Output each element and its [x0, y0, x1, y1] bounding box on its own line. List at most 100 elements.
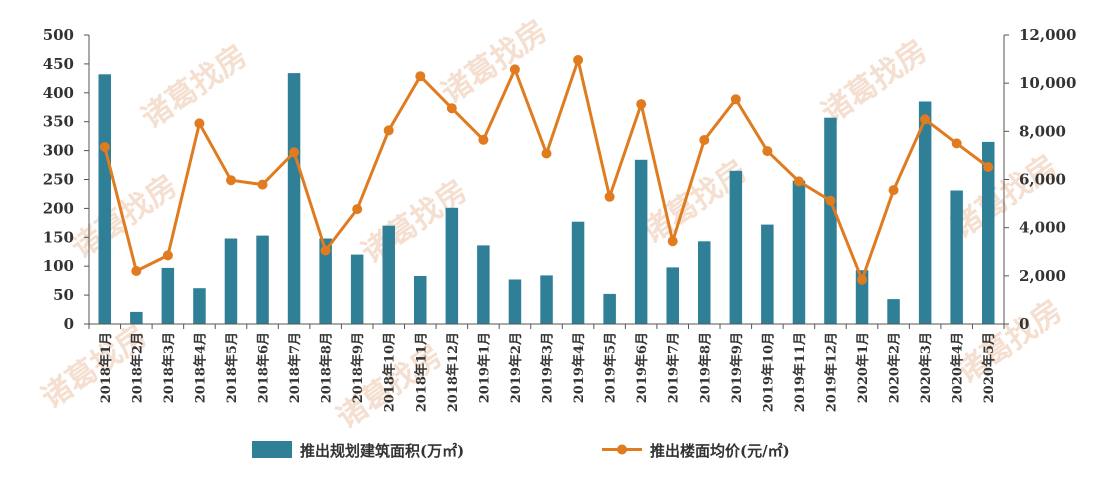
line-point — [667, 236, 678, 247]
y-left-tick-label: 150 — [43, 228, 74, 246]
legend: 推出规划建筑面积(万㎡) 推出楼面均价(元/㎡) — [252, 441, 790, 460]
line-point — [888, 185, 899, 196]
y-left-tick-label: 0 — [64, 315, 74, 333]
line-point — [573, 55, 584, 65]
x-tick-label: 2020年5月 — [981, 332, 997, 403]
line-point — [257, 179, 268, 190]
bar — [982, 141, 995, 324]
line-point — [951, 138, 962, 149]
bar — [414, 276, 427, 324]
watermark-text: 诸葛找房 — [435, 13, 553, 110]
x-tick-label: 2018年7月 — [287, 332, 303, 403]
x-tick-label: 2019年12月 — [823, 332, 839, 412]
y-right-tick-label: 10,000 — [1019, 74, 1076, 92]
y-left-tick-label: 450 — [43, 55, 74, 73]
y-right-tick-label: 4,000 — [1019, 219, 1066, 237]
y-right-tick-label: 12,000 — [1019, 26, 1076, 44]
x-tick-label: 2018年4月 — [192, 332, 208, 403]
y-left-tick-label: 250 — [43, 171, 74, 189]
line-point — [857, 274, 867, 285]
bar — [855, 270, 869, 324]
legend-line-marker — [617, 444, 627, 455]
bar — [382, 225, 395, 324]
watermark-text: 诸葛找房 — [950, 293, 1068, 390]
line-point — [162, 250, 173, 261]
bar — [445, 207, 459, 324]
y-right-tick-label: 8,000 — [1019, 122, 1066, 140]
x-tick-label: 2019年6月 — [634, 332, 650, 403]
x-tick-label: 2020年4月 — [950, 332, 966, 403]
line-point — [762, 146, 773, 157]
line-point — [415, 71, 426, 82]
line-point — [730, 94, 741, 105]
y-left-tick-label: 200 — [43, 199, 74, 217]
x-tick-label: 2019年1月 — [476, 332, 492, 403]
x-tick-label: 2020年1月 — [855, 332, 871, 403]
bar — [729, 170, 743, 324]
legend-bar-swatch — [252, 441, 292, 458]
line-point — [194, 118, 205, 129]
bar — [256, 235, 269, 324]
line-point — [825, 195, 836, 206]
y-right-tick-label: 0 — [1019, 315, 1029, 333]
x-tick-label: 2020年3月 — [918, 332, 934, 403]
line-point — [793, 176, 804, 187]
bar — [698, 241, 711, 324]
x-tick-label: 2019年2月 — [508, 332, 524, 403]
x-tick-label: 2018年12月 — [445, 332, 461, 412]
bar — [130, 311, 143, 324]
line-point — [604, 191, 615, 202]
bar — [350, 254, 364, 324]
line-point — [131, 266, 142, 276]
bar — [666, 267, 679, 324]
bar — [161, 267, 175, 324]
bar — [634, 159, 648, 324]
line-point — [383, 125, 394, 136]
bar — [950, 190, 963, 324]
line-point — [509, 64, 520, 75]
y-left-tick-label: 400 — [43, 84, 74, 102]
y-left-tick-label: 300 — [43, 142, 74, 160]
x-tick-label: 2018年2月 — [129, 332, 145, 403]
bar — [224, 238, 238, 324]
x-tick-label: 2018年3月 — [161, 332, 177, 403]
bar — [761, 224, 774, 324]
bar — [918, 101, 932, 324]
y-left-tick-label: 350 — [43, 113, 74, 131]
bar — [193, 288, 206, 324]
x-tick-label: 2018年10月 — [382, 332, 398, 412]
x-tick-label: 2020年2月 — [887, 332, 903, 403]
legend-bar-label: 推出规划建筑面积(万㎡) — [300, 442, 464, 460]
line-layer — [99, 55, 994, 285]
x-tick-label: 2019年5月 — [603, 332, 619, 403]
x-tick-label: 2018年9月 — [350, 332, 366, 403]
bar — [887, 299, 900, 324]
x-tick-label: 2018年11月 — [413, 332, 429, 412]
bar — [287, 73, 301, 324]
bar — [98, 74, 111, 324]
line-point — [320, 245, 331, 256]
line-point — [636, 99, 647, 110]
x-tick-label: 2018年8月 — [319, 332, 335, 403]
line-point — [920, 114, 931, 125]
watermark-text: 诸葛找房 — [135, 38, 253, 135]
bar — [508, 279, 522, 324]
line-point — [352, 204, 363, 215]
bar — [603, 293, 616, 324]
bars-layer — [98, 73, 995, 324]
line-point — [699, 135, 710, 145]
bar — [319, 238, 332, 324]
bar — [571, 221, 585, 324]
bar — [540, 275, 553, 324]
line-point — [226, 175, 236, 186]
x-labels-layer: 2018年1月 2018年2月 2018年3月 2018年4月 2018年5月 2018年… — [98, 332, 997, 412]
y-left-tick-label: 50 — [53, 286, 74, 304]
legend-line-label: 推出楼面均价(元/㎡) — [650, 442, 790, 460]
watermark-text: 诸葛找房 — [815, 33, 933, 130]
x-tick-label: 2019年11月 — [792, 332, 808, 412]
x-tick-label: 2018年5月 — [224, 332, 240, 403]
y-right-tick-label: 6,000 — [1019, 171, 1066, 189]
line-point — [99, 142, 110, 152]
x-tick-label: 2019年4月 — [571, 332, 587, 403]
